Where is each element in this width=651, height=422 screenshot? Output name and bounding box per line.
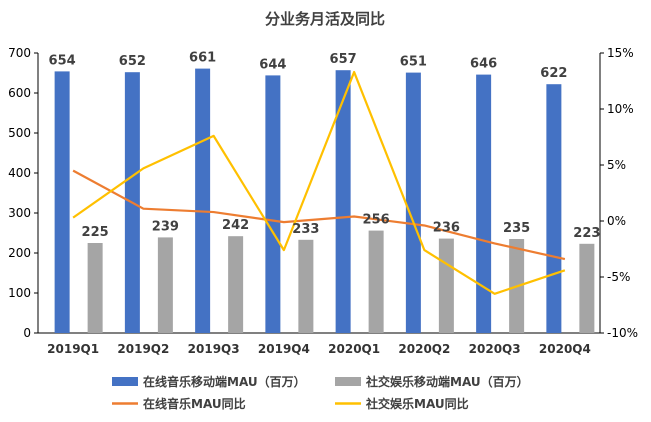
- bar-online-music: [335, 70, 351, 333]
- legend-swatch: [112, 377, 138, 386]
- y-left-tick-label: 600: [8, 86, 31, 100]
- axes: 0 100 200 300 400 500 600 700 -10% -5% 0% 5% 10% 15% 2…: [8, 46, 638, 356]
- bars: [54, 68, 595, 334]
- y-left-tick-label: 400: [8, 166, 31, 180]
- data-label: 239: [152, 219, 179, 234]
- data-label: 235: [503, 221, 530, 236]
- data-label: 646: [470, 57, 497, 72]
- bar-social-ent: [438, 238, 454, 333]
- bar-social-ent: [157, 237, 173, 333]
- line-social-ent-yoy: [72, 70, 566, 295]
- legend: 在线音乐移动端MAU（百万） 社交娱乐移动端MAU（百万） 在线音乐MAU同比 社交娱…: [112, 374, 529, 411]
- line-online-music-yoy: [72, 169, 566, 261]
- bar-social-ent: [228, 236, 244, 333]
- data-label: 622: [540, 66, 567, 81]
- x-tick-label: 2020Q3: [469, 342, 521, 356]
- legend-label: 社交娱乐MAU同比: [365, 396, 469, 411]
- x-tick-label: 2019Q3: [188, 342, 240, 356]
- bar-online-music: [54, 71, 70, 334]
- bar-online-music: [405, 72, 421, 333]
- data-label: 256: [363, 213, 390, 228]
- legend-label: 在线音乐移动端MAU（百万）: [143, 374, 306, 389]
- data-label: 242: [222, 218, 249, 233]
- x-tick-label: 2019Q1: [47, 342, 99, 356]
- y-right-tick-label: -10%: [607, 326, 638, 340]
- y-right-tick-label: 0%: [607, 214, 626, 228]
- y-left-tick-label: 200: [8, 246, 31, 260]
- data-label: 652: [119, 54, 146, 69]
- y-right-tick-label: 15%: [607, 46, 634, 60]
- chart-title: 分业务月活及同比: [265, 10, 385, 28]
- y-left-tick-label: 500: [8, 126, 31, 140]
- bar-social-ent: [298, 239, 314, 333]
- data-labels: 654 652 661 644 657 651 646 622 225 239 242 233 256 2…: [49, 51, 601, 241]
- legend-swatch: [335, 377, 361, 386]
- data-label: 223: [573, 226, 600, 241]
- data-label: 233: [292, 222, 319, 237]
- x-tick-label: 2020Q4: [539, 342, 591, 356]
- bar-online-music: [265, 75, 281, 334]
- data-label: 236: [433, 221, 460, 236]
- bar-social-ent: [579, 243, 595, 333]
- data-label: 661: [189, 51, 216, 66]
- y-right-tick-label: -5%: [607, 270, 630, 284]
- data-label: 644: [259, 57, 286, 72]
- data-label: 651: [400, 55, 427, 70]
- bar-online-music: [546, 84, 562, 333]
- data-label: 225: [82, 225, 109, 240]
- y-left-tick-label: 0: [23, 326, 31, 340]
- x-tick-label: 2020Q1: [328, 342, 380, 356]
- y-left-tick-label: 300: [8, 206, 31, 220]
- x-tick-label: 2019Q4: [258, 342, 310, 356]
- x-tick-label: 2020Q2: [398, 342, 450, 356]
- bar-social-ent: [368, 230, 384, 333]
- y-right-tick-label: 10%: [607, 102, 634, 116]
- data-label: 654: [49, 53, 76, 68]
- x-tick-label: 2019Q2: [117, 342, 169, 356]
- data-label: 657: [330, 52, 357, 67]
- bar-online-music: [476, 74, 492, 333]
- y-right-tick-label: 5%: [607, 158, 626, 172]
- bar-social-ent: [87, 243, 103, 333]
- y-left-tick-label: 100: [8, 286, 31, 300]
- legend-label: 在线音乐MAU同比: [143, 396, 246, 411]
- bar-online-music: [195, 68, 211, 333]
- legend-label: 社交娱乐移动端MAU（百万）: [365, 374, 529, 389]
- lines: [72, 70, 566, 295]
- y-left-tick-label: 700: [8, 46, 31, 60]
